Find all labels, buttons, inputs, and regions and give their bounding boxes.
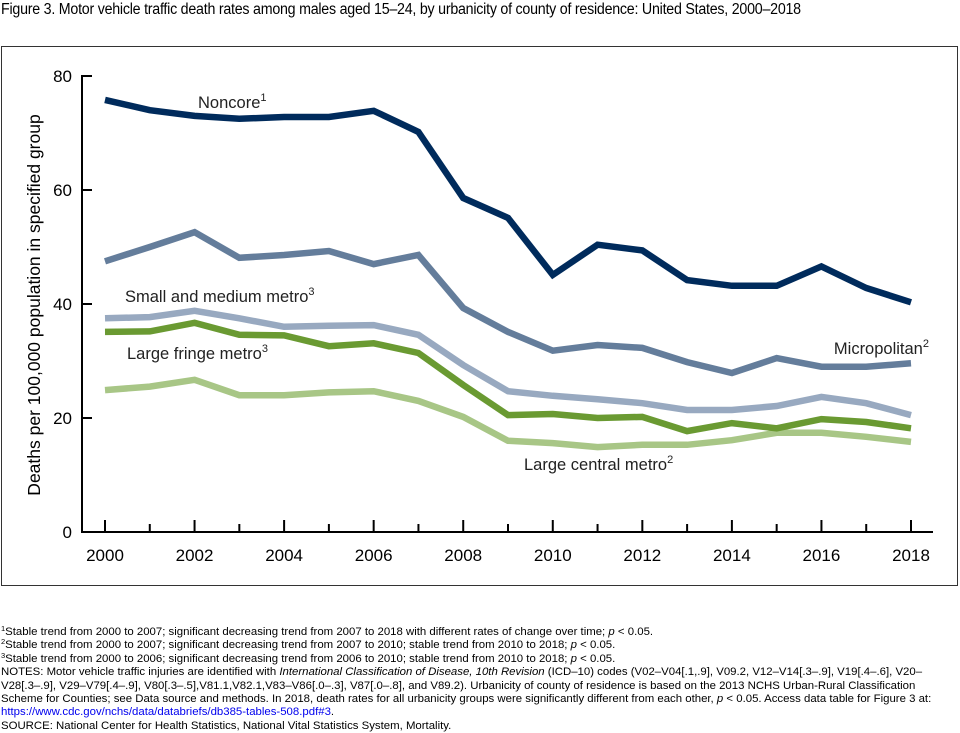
x-tick-label: 2010 [534,546,572,565]
axes: 0 20 40 60 80 2000 2002 2004 2006 2008 2010 2012 201… [53,67,933,565]
y-tick-label: 40 [53,295,72,314]
x-tick-label: 2000 [86,546,124,565]
label-micropolitan: Micropolitan2 [834,338,929,358]
y-axis-label: Deaths per 100,000 population in specifi… [24,114,44,495]
series-lines [104,96,912,451]
x-tick-label: 2016 [803,546,841,565]
x-tick-label: 2014 [713,546,751,565]
label-large-fringe-metro: Large fringe metro3 [127,343,268,363]
y-tick-label: 20 [53,409,72,428]
data-table-link[interactable]: https://www.cdc.gov/nchs/data/databriefs… [1,706,331,719]
label-large-central-metro: Large central metro2 [524,454,673,474]
chart-frame [1,46,958,586]
footnote-3: 3Stable trend from 2000 to 2006; signifi… [1,650,616,665]
x-tick-label: 2012 [623,546,661,565]
series-line-micropolitan [104,228,912,377]
x-tick-label: 2004 [265,546,303,565]
footnote-1: 1Stable trend from 2000 to 2007; signifi… [1,624,654,638]
source-line: SOURCE: National Center for Health Stati… [1,719,452,732]
figure-title: Figure 3. Motor vehicle traffic death ra… [1,1,801,18]
y-tick-label: 0 [63,523,72,542]
line-chart: 0 20 40 60 80 2000 2002 2004 2006 2008 2010 2012 201… [24,67,933,565]
x-tick-label: 2008 [444,546,482,565]
series-line-noncore [104,96,912,306]
x-tick-label: 2006 [355,546,393,565]
series-line-large-central-metro [104,376,912,451]
series-line-small-and-medium-metro [104,307,912,419]
y-tick-label: 60 [53,181,72,200]
label-noncore: Noncore1 [198,92,267,112]
figure-notes: 1Stable trend from 2000 to 2007; signifi… [1,624,959,733]
footnote-2: 2Stable trend from 2000 to 2007; signifi… [1,637,616,652]
notes-paragraph: NOTES: Motor vehicle traffic injuries ar… [1,666,932,719]
series-line-large-fringe-metro [104,319,912,435]
label-small-and-medium-metro: Small and medium metro3 [125,286,315,306]
x-tick-label: 2018 [892,546,930,565]
series-labels: Noncore1 Micropolitan2 Small and medium me… [125,92,929,474]
y-tick-label: 80 [53,67,72,86]
x-tick-label: 2002 [176,546,214,565]
